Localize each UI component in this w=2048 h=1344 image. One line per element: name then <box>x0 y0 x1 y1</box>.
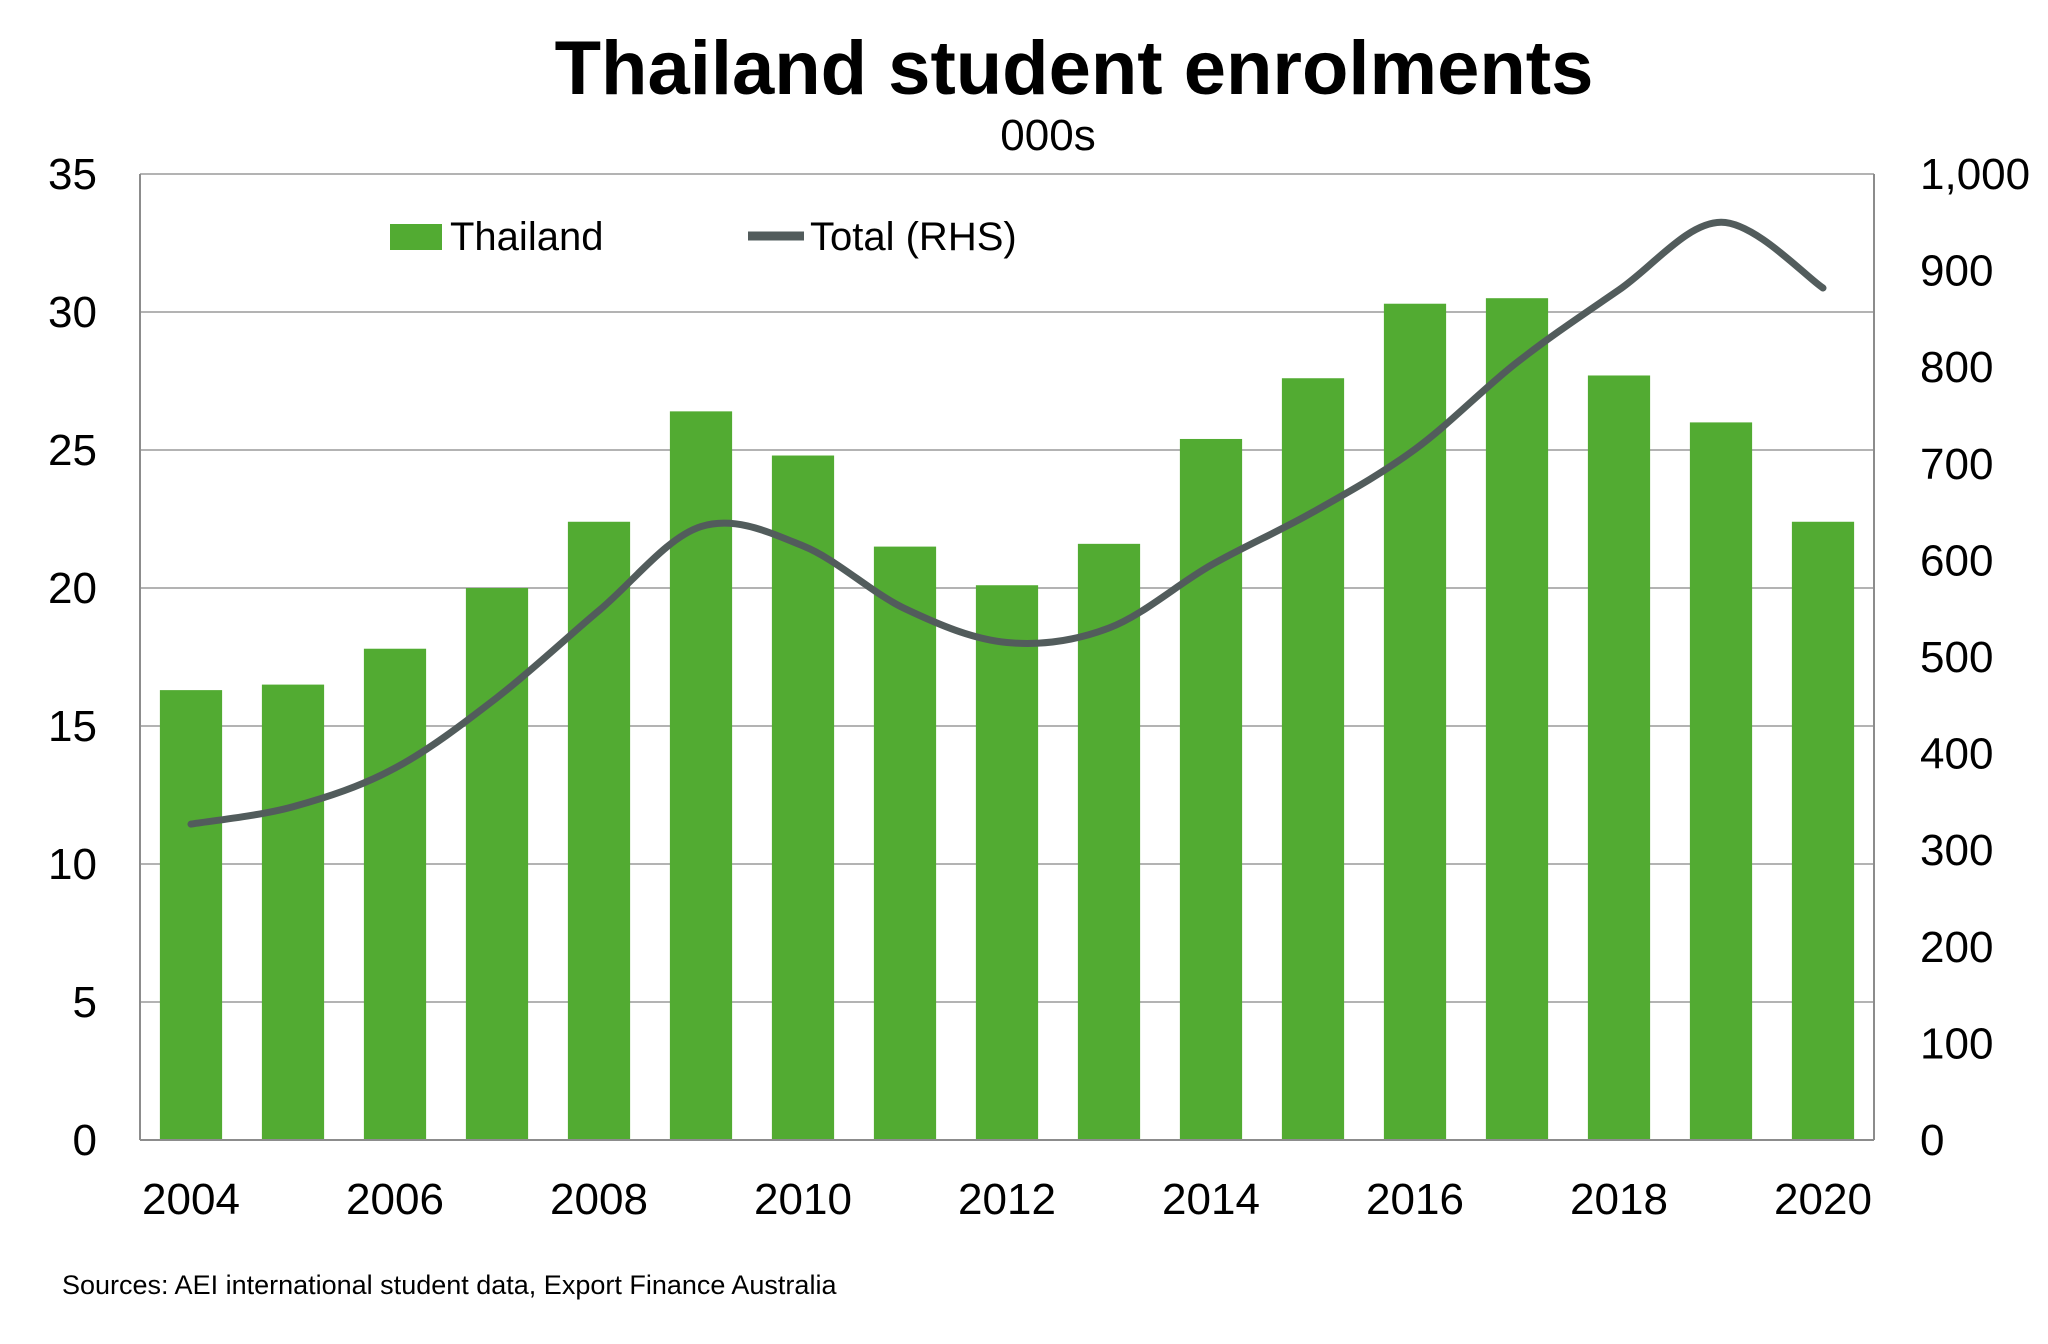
right-tick-label: 600 <box>1920 536 1993 585</box>
bar-2007 <box>465 588 529 1140</box>
left-tick-label: 10 <box>48 840 97 889</box>
left-tick-label: 0 <box>73 1116 97 1165</box>
right-tick-label: 400 <box>1920 730 1993 779</box>
bar-2006 <box>363 648 427 1140</box>
left-tick-label: 35 <box>48 150 97 199</box>
x-tick-label: 2004 <box>142 1175 240 1224</box>
bar-2016 <box>1383 303 1447 1141</box>
x-tick-label: 2008 <box>550 1175 648 1224</box>
right-tick-label: 500 <box>1920 633 1993 682</box>
x-tick-label: 2006 <box>346 1175 444 1224</box>
plot-frame <box>139 173 1875 1141</box>
bar-2004 <box>159 690 223 1140</box>
bar-2014 <box>1179 438 1243 1141</box>
x-tick-label: 2012 <box>958 1175 1056 1224</box>
bar-2020 <box>1791 521 1855 1140</box>
legend-label-total: Total (RHS) <box>810 215 1017 259</box>
x-axis-ticks: 2004 2006 2008 2010 2012 2014 2016 2018 2020 <box>142 1175 1872 1224</box>
left-tick-label: 25 <box>48 426 97 475</box>
chart-title: Thailand student enrolments <box>555 26 1594 111</box>
left-tick-label: 20 <box>48 564 97 613</box>
right-tick-label: 0 <box>1920 1116 1944 1165</box>
right-tick-label: 800 <box>1920 343 1993 392</box>
bar-2005 <box>261 684 325 1140</box>
x-tick-label: 2010 <box>754 1175 852 1224</box>
right-tick-label: 900 <box>1920 247 1993 296</box>
x-tick-label: 2018 <box>1570 1175 1668 1224</box>
right-tick-label: 100 <box>1920 1019 1993 1068</box>
left-axis-ticks: 0 5 10 15 20 25 30 35 <box>48 150 97 1165</box>
legend: Thailand Total (RHS) <box>390 215 1017 259</box>
total-line <box>187 218 1827 828</box>
bar-2009 <box>669 411 733 1140</box>
bar-2018 <box>1587 375 1651 1141</box>
legend-label-thailand: Thailand <box>450 215 603 259</box>
chart-subtitle: 000s <box>1000 111 1095 160</box>
right-tick-label: 1,000 <box>1920 150 2030 199</box>
bar-2013 <box>1077 543 1141 1140</box>
bar-2011 <box>873 546 937 1140</box>
bar-2015 <box>1281 378 1345 1140</box>
bar-2010 <box>771 455 835 1140</box>
bar-2019 <box>1689 422 1753 1140</box>
right-axis-ticks: 0 100 200 300 400 500 600 700 800 900 1,000 <box>1920 150 2030 1165</box>
bar-2012 <box>975 585 1039 1140</box>
left-tick-label: 30 <box>48 288 97 337</box>
left-tick-label: 15 <box>48 702 97 751</box>
x-tick-label: 2016 <box>1366 1175 1464 1224</box>
legend-swatch-thailand <box>390 224 442 250</box>
right-tick-label: 300 <box>1920 826 1993 875</box>
right-tick-label: 200 <box>1920 923 1993 972</box>
source-note: Sources: AEI international student data,… <box>62 1270 837 1300</box>
bar-series <box>159 298 1855 1141</box>
bar-2017 <box>1485 298 1549 1140</box>
right-tick-label: 700 <box>1920 440 1993 489</box>
x-tick-label: 2014 <box>1162 1175 1260 1224</box>
x-tick-label: 2020 <box>1774 1175 1872 1224</box>
left-tick-label: 5 <box>73 978 97 1027</box>
